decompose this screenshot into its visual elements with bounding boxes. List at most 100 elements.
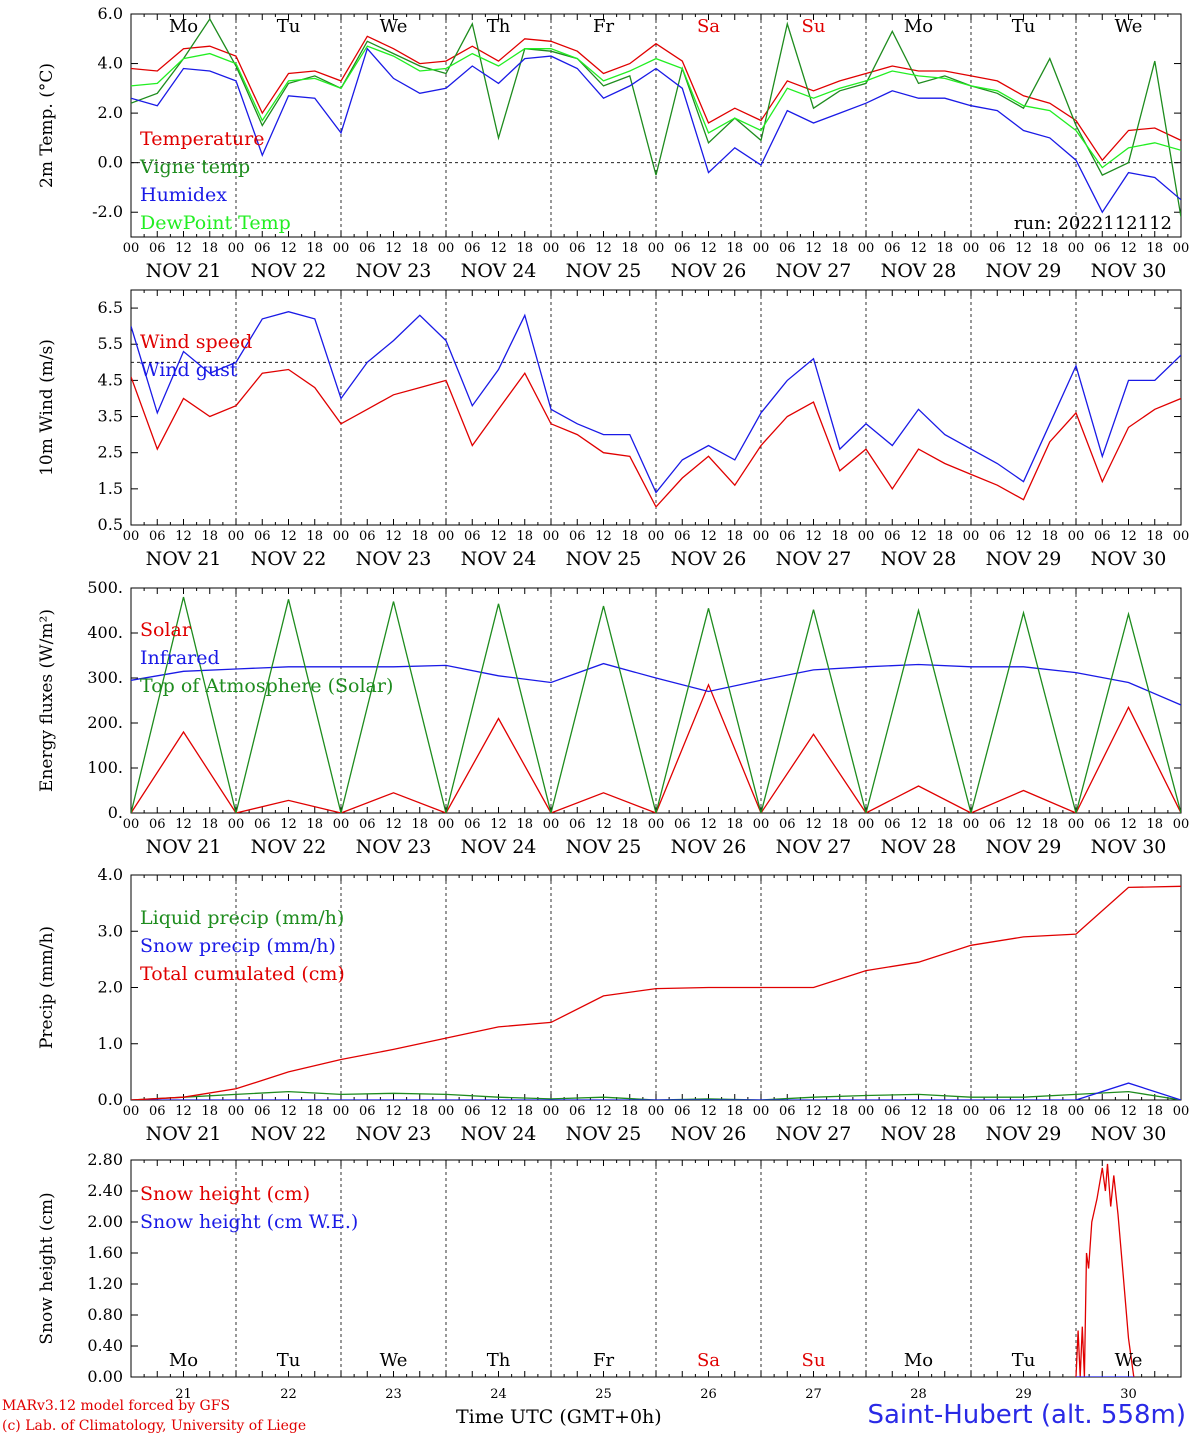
day-label: NOV 24 [461,1123,537,1145]
day-label: NOV 23 [356,1123,432,1145]
hour-tick-label: 06 [674,241,691,256]
hour-tick-label: 18 [201,241,218,256]
y-tick-label: 3.0 [98,921,123,940]
hour-tick-label: 18 [1146,529,1163,544]
y-tick-label: 4.5 [98,370,123,389]
hour-tick-label: 12 [490,817,507,832]
hour-tick-label: 00 [123,241,140,256]
hour-tick-label: 18 [726,529,743,544]
y-tick-label: 2.00 [87,1212,123,1231]
day-label: NOV 21 [146,548,222,570]
hour-tick-label: 18 [1146,817,1163,832]
hour-tick-label: 12 [1120,241,1137,256]
hour-tick-label: 00 [123,529,140,544]
hour-tick-label: 18 [306,241,323,256]
series-group [131,17,1181,218]
y-tick-label: 2.80 [87,1150,123,1169]
day-label: NOV 26 [671,836,747,858]
hour-tick-label: 06 [149,1104,166,1119]
weekday-label: Tu [277,16,301,37]
weekday-label: Mo [169,16,198,37]
hour-tick-label: 12 [805,529,822,544]
hour-tick-label: 12 [1015,529,1032,544]
y-tick-label: 0.5 [98,515,123,534]
weekday-label: We [380,1350,408,1371]
y-tick-label: 0. [108,803,123,822]
panel-1: -2.0 0.0 2.0 4.0 6.0 2m Temp. (°C) Temperature… [37,4,1189,282]
hour-tick-label: 00 [753,529,770,544]
weekday-label: Mo [169,1350,198,1371]
series-group [1075,1163,1135,1377]
hour-tick-label: 06 [359,817,376,832]
legend-entry: Snow height (cm) [140,1183,310,1205]
legend-entry: Temperature [140,128,264,150]
y-tick-label: 1.20 [87,1274,123,1293]
legend-entry: Total cumulated (cm) [140,963,345,985]
y-axis-label: 10m Wind (m/s) [37,339,57,476]
day-label: NOV 25 [566,1123,642,1145]
y-tick-label: 200. [87,713,123,732]
day-label: NOV 27 [776,260,852,282]
day-label: NOV 28 [881,548,957,570]
day-label: NOV 26 [671,1123,747,1145]
hour-tick-label: 00 [123,817,140,832]
hour-tick-label: 18 [516,241,533,256]
hour-tick-label: 00 [333,241,350,256]
plot-frame [130,587,1182,814]
hour-tick-label: 06 [1094,1104,1111,1119]
day-label: NOV 28 [881,260,957,282]
hour-tick-label: 00 [333,817,350,832]
day-label: NOV 30 [1091,260,1167,282]
hour-tick-label: 12 [700,817,717,832]
day-label: NOV 28 [881,1123,957,1145]
hour-tick-label: 12 [805,241,822,256]
legend-entry: Wind speed [140,331,252,353]
weekday-label: Tu [277,1350,301,1371]
y-tick-label: 2.5 [98,443,123,462]
day-label: NOV 25 [566,260,642,282]
weekday-label: Mo [904,1350,933,1371]
hour-tick-label: 00 [1068,1104,1085,1119]
hour-tick-label: 12 [910,529,927,544]
hour-tick-label: 18 [1146,1104,1163,1119]
hour-tick-label: 18 [201,1104,218,1119]
hour-tick-label: 18 [621,529,638,544]
day-label: NOV 28 [881,836,957,858]
hour-tick-label: 12 [175,529,192,544]
y-tick-label: 400. [87,623,123,642]
hour-tick-label: 06 [464,817,481,832]
y-axis-label: Snow height (cm) [37,1192,57,1344]
hour-tick-label: 06 [569,241,586,256]
y-tick-label: 0.0 [98,153,123,172]
hour-tick-label: 12 [490,529,507,544]
day-label: NOV 29 [986,836,1062,858]
hour-tick-label: 12 [1015,1104,1032,1119]
hour-tick-label: 18 [936,241,953,256]
hour-tick-label: 18 [411,241,428,256]
day-label: NOV 22 [251,260,327,282]
hour-tick-label: 00 [963,241,980,256]
hour-tick-label: 18 [621,241,638,256]
hour-tick-label: 18 [1041,529,1058,544]
hour-tick-label: 00 [543,529,560,544]
day-number-label: 22 [280,1387,297,1402]
y-tick-label: 2.40 [87,1181,123,1200]
hour-tick-label: 06 [884,1104,901,1119]
day-label: NOV 21 [146,260,222,282]
day-label: NOV 29 [986,1123,1062,1145]
day-label: NOV 24 [461,548,537,570]
hour-tick-label: 00 [438,529,455,544]
day-number-label: 21 [175,1387,192,1402]
hour-tick-label: 18 [201,817,218,832]
hour-tick-label: 12 [280,241,297,256]
weekday-label: Sa [697,16,720,37]
hour-tick-label: 12 [175,1104,192,1119]
legend-entry: Solar [140,619,192,641]
series-line-temperature [131,35,1181,162]
hour-tick-label: 18 [1041,1104,1058,1119]
y-tick-label: 0.80 [87,1305,123,1324]
y-tick-label: 0.40 [87,1336,123,1355]
hour-tick-label: 00 [1173,1104,1190,1119]
hour-tick-label: 18 [831,817,848,832]
